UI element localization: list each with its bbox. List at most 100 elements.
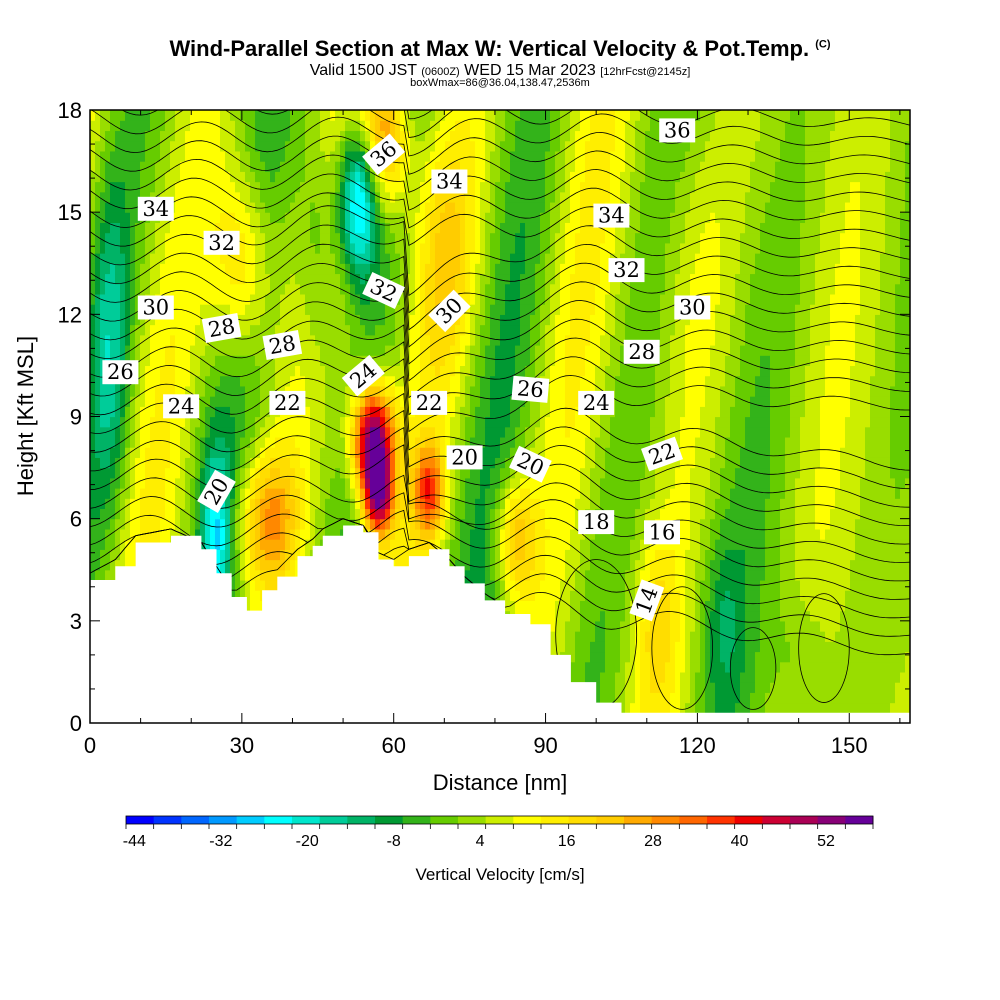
velocity-cell: [500, 140, 506, 152]
velocity-cell: [90, 375, 96, 387]
velocity-cell: [420, 232, 426, 244]
velocity-cell: [340, 406, 346, 418]
velocity-cell: [465, 396, 471, 407]
velocity-cell: [115, 528, 121, 540]
velocity-cell: [395, 539, 401, 550]
velocity-cell: [450, 140, 456, 152]
velocity-cell: [300, 426, 306, 438]
velocity-cell: [320, 110, 326, 121]
velocity-cell: [285, 130, 291, 142]
velocity-cell: [185, 457, 191, 469]
velocity-cell: [400, 253, 406, 264]
velocity-cell: [200, 171, 206, 183]
velocity-cell: [295, 447, 301, 458]
velocity-cell: [490, 334, 496, 346]
velocity-cell: [380, 232, 386, 244]
velocity-cell: [410, 150, 416, 162]
velocity-cell: [295, 426, 301, 438]
velocity-cell: [350, 324, 356, 336]
velocity-cell: [95, 304, 101, 315]
velocity-cell: [500, 375, 506, 387]
velocity-cell: [150, 447, 156, 458]
velocity-cell: [390, 130, 396, 142]
velocity-cell: [355, 508, 361, 520]
velocity-cell: [280, 518, 286, 530]
velocity-cell: [380, 324, 386, 336]
velocity-cell: [210, 161, 216, 172]
velocity-cell: [320, 293, 326, 305]
velocity-cell: [120, 344, 126, 356]
velocity-cell: [335, 273, 341, 285]
velocity-cell: [470, 293, 476, 305]
velocity-cell: [265, 293, 271, 305]
velocity-cell: [405, 120, 411, 132]
velocity-cell: [100, 518, 106, 530]
velocity-cell: [225, 304, 231, 315]
velocity-cell: [115, 467, 121, 479]
velocity-cell: [95, 232, 101, 244]
velocity-cell: [120, 273, 126, 285]
velocity-cell: [425, 212, 431, 223]
velocity-cell: [375, 385, 381, 397]
velocity-cell: [465, 344, 471, 356]
velocity-cell: [240, 559, 246, 571]
velocity-cell: [345, 498, 351, 510]
velocity-cell: [180, 498, 186, 510]
velocity-cell: [390, 436, 396, 448]
velocity-cell: [395, 120, 401, 132]
velocity-cell: [205, 283, 211, 295]
velocity-cell: [100, 191, 106, 203]
velocity-cell: [250, 344, 256, 356]
velocity-cell: [395, 426, 401, 438]
velocity-cell: [460, 498, 466, 510]
velocity-cell: [190, 508, 196, 520]
velocity-cell: [140, 467, 146, 479]
velocity-cell: [475, 110, 481, 121]
velocity-cell: [390, 365, 396, 377]
velocity-cell: [440, 457, 446, 469]
velocity-cell: [265, 406, 271, 418]
velocity-cell: [500, 365, 506, 377]
velocity-cell: [255, 324, 261, 336]
velocity-cell: [265, 518, 271, 530]
velocity-cell: [395, 477, 401, 489]
velocity-cell: [210, 212, 216, 223]
velocity-cell: [295, 314, 301, 326]
velocity-cell: [360, 477, 366, 489]
velocity-cell: [130, 508, 136, 520]
velocity-cell: [225, 212, 231, 223]
velocity-cell: [395, 457, 401, 469]
velocity-cell: [200, 120, 206, 132]
velocity-cell: [305, 130, 311, 142]
velocity-cell: [430, 140, 436, 152]
velocity-cell: [325, 314, 331, 326]
velocity-cell: [290, 488, 296, 499]
velocity-cell: [345, 396, 351, 407]
velocity-cell: [375, 416, 381, 428]
velocity-cell: [280, 242, 286, 254]
velocity-cell: [160, 181, 166, 193]
velocity-cell: [130, 140, 136, 152]
velocity-cell: [235, 569, 241, 581]
velocity-cell: [475, 140, 481, 152]
velocity-cell: [225, 344, 231, 356]
velocity-cell: [360, 263, 366, 275]
velocity-cell: [360, 242, 366, 254]
velocity-cell: [160, 477, 166, 489]
velocity-cell: [370, 436, 376, 448]
velocity-cell: [445, 273, 451, 285]
velocity-cell: [490, 314, 496, 326]
velocity-cell: [430, 334, 436, 346]
velocity-cell: [365, 324, 371, 336]
velocity-cell: [410, 171, 416, 183]
velocity-cell: [125, 150, 131, 162]
velocity-cell: [205, 426, 211, 438]
velocity-cell: [120, 436, 126, 448]
velocity-cell: [105, 150, 111, 162]
velocity-cell: [430, 242, 436, 254]
velocity-cell: [95, 416, 101, 428]
velocity-cell: [240, 396, 246, 407]
velocity-cell: [140, 375, 146, 387]
velocity-cell: [315, 508, 321, 520]
velocity-cell: [350, 314, 356, 326]
